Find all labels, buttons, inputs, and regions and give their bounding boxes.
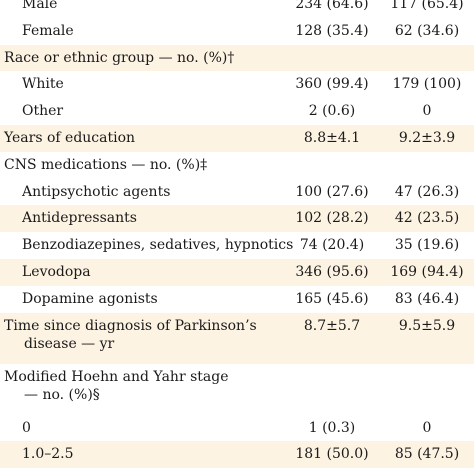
row-label-text: 1.0–2.5 — [22, 446, 74, 463]
value-group-1: 8.8±4.1 — [303, 129, 361, 146]
row-label-text: Time since diagnosis of Parkinson’s — [4, 317, 257, 334]
table-row: CNS medications — no. (%)‡ — [0, 152, 474, 179]
value-group-1: 102 (28.2) — [295, 210, 369, 227]
value-group-1: 2 (0.6) — [308, 103, 356, 120]
value-group-1: 181 (50.0) — [295, 446, 369, 463]
table-row: Time since diagnosis of Parkinson’s disea… — [0, 312, 474, 364]
table-row: Antipsychotic agents 100 (27.6) 47 (26.3) — [0, 179, 474, 206]
row-label-text: Levodopa — [22, 263, 91, 280]
row-label-text: CNS medications — no. (%)‡ — [4, 156, 208, 173]
row-label: Race or ethnic group — no. (%)† — [4, 49, 234, 67]
row-label: Male — [22, 0, 57, 13]
value-group-2: 169 (94.4) — [390, 263, 464, 280]
value-group-1: 360 (99.4) — [295, 76, 369, 93]
table-row: Levodopa 346 (95.6) 169 (94.4) — [0, 258, 474, 286]
row-label-continuation: — no. (%)§ — [24, 386, 100, 403]
row-label: CNS medications — no. (%)‡ — [4, 156, 207, 174]
value-group-1: 1 (0.3) — [308, 419, 356, 436]
value-group-2: 62 (34.6) — [394, 22, 460, 39]
table-row: Antidepressants 102 (28.2) 42 (23.5) — [0, 205, 474, 233]
value-group-1: 128 (35.4) — [295, 22, 369, 39]
table-row: Other 2 (0.6) 0 — [0, 98, 474, 125]
table-row: 3.0114 (31.5)63 (35.2) — [0, 468, 474, 474]
table-row: Modified Hoehn and Yahr stage — no. (%)§ — [0, 364, 474, 415]
value-group-2: 85 (47.5) — [394, 446, 460, 463]
row-label-text: Antipsychotic agents — [22, 183, 171, 200]
row-label-text: Dopamine agonists — [22, 290, 158, 307]
value-group-2: 47 (26.3) — [394, 183, 460, 200]
value-group-1: 8.7±5.7 — [303, 317, 361, 334]
row-label: Antidepressants — [22, 209, 137, 227]
value-group-2: 9.5±5.9 — [398, 317, 456, 334]
row-label: Benzodiazepines, sedatives, hypnotics — [22, 236, 293, 254]
table-row: Benzodiazepines, sedatives, hypnotics 74 … — [0, 232, 474, 259]
value-group-1: 74 (20.4) — [299, 237, 365, 254]
row-label: Antipsychotic agents — [22, 183, 170, 201]
row-label: 1.0–2.5 — [22, 445, 74, 463]
value-group-2: 35 (19.6) — [394, 237, 460, 254]
row-label-continuation: disease — yr — [24, 335, 115, 352]
table-row: Male 234 (64.6) 117 (65.4) — [0, 0, 474, 18]
row-label-text: Male — [22, 0, 58, 12]
table-row: White 360 (99.4) 179 (100) — [0, 71, 474, 98]
row-label-text: 0 — [22, 419, 31, 436]
row-label: Levodopa — [22, 263, 91, 281]
row-label-text: Female — [22, 22, 74, 39]
table-row: 0 1 (0.3) 0 — [0, 415, 474, 442]
value-group-2: 42 (23.5) — [394, 210, 460, 227]
value-group-2: 0 — [422, 419, 432, 436]
value-group-1: 100 (27.6) — [295, 183, 369, 200]
table-row: Race or ethnic group — no. (%)† — [0, 44, 474, 72]
table-row: 1.0–2.5 181 (50.0) 85 (47.5) — [0, 441, 474, 469]
table-row: Female 128 (35.4) 62 (34.6) — [0, 18, 474, 45]
value-group-2: 9.2±3.9 — [398, 129, 456, 146]
row-label-text: Race or ethnic group — no. (%)† — [4, 49, 235, 66]
table-row: Years of education 8.8±4.1 9.2±3.9 — [0, 124, 474, 152]
row-label-text: Antidepressants — [22, 210, 137, 227]
row-label: Modified Hoehn and Yahr stage — no. (%)§ — [4, 368, 299, 404]
value-group-2: 83 (46.4) — [394, 290, 460, 307]
value-group-2: 117 (65.4) — [390, 0, 464, 12]
row-label-text: Modified Hoehn and Yahr stage — [4, 368, 229, 385]
row-label: Years of education — [4, 129, 135, 147]
row-label: White — [22, 75, 64, 93]
value-group-1: 165 (45.6) — [295, 290, 369, 307]
table-row: Dopamine agonists 165 (45.6) 83 (46.4) — [0, 286, 474, 313]
row-label-text: White — [22, 76, 64, 93]
row-label-text: Benzodiazepines, sedatives, hypnotics — [22, 237, 294, 254]
row-label: Other — [22, 102, 63, 120]
value-group-2: 179 (100) — [392, 76, 462, 93]
row-label: Time since diagnosis of Parkinson’s disea… — [4, 317, 299, 353]
row-label-text: Years of education — [4, 129, 136, 146]
row-label: 0 — [22, 419, 31, 437]
value-group-1: 234 (64.6) — [295, 0, 369, 12]
value-group-1: 346 (95.6) — [295, 263, 369, 280]
row-label: Dopamine agonists — [22, 290, 158, 308]
row-label: Female — [22, 22, 74, 40]
value-group-2: 0 — [422, 103, 432, 120]
row-label-text: Other — [22, 103, 64, 120]
